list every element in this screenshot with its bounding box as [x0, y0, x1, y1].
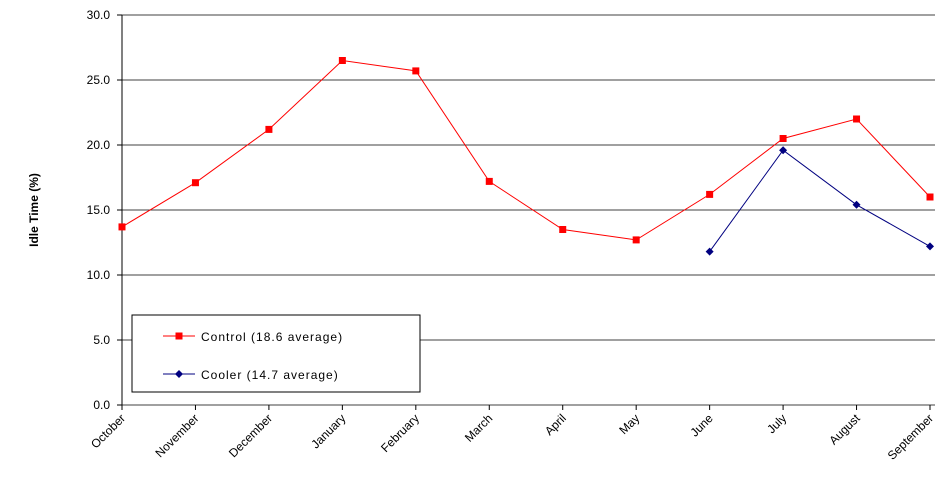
x-tick-label: January	[308, 411, 348, 451]
legend-box	[131, 314, 421, 393]
x-tick-label: February	[378, 411, 422, 455]
x-tick-label: March	[462, 411, 495, 444]
marker	[632, 236, 640, 244]
marker	[191, 179, 199, 187]
x-tick-label: September	[885, 411, 935, 462]
y-tick-label: 5.0	[93, 333, 110, 347]
x-tick-label: June	[687, 411, 716, 440]
legend-marker	[175, 332, 183, 340]
y-tick-label: 10.0	[87, 268, 111, 282]
marker	[779, 146, 788, 155]
marker	[412, 67, 420, 75]
marker	[853, 115, 861, 123]
y-tick-label: 20.0	[87, 138, 111, 152]
y-axis-label: Idle Time (%)	[27, 173, 41, 247]
marker	[926, 242, 934, 251]
x-tick-label: April	[542, 411, 569, 438]
x-tick-label: October	[88, 411, 128, 451]
x-tick-label: December	[226, 411, 275, 460]
y-tick-label: 25.0	[87, 73, 111, 87]
marker	[559, 226, 567, 233]
marker	[118, 223, 126, 231]
y-tick-label: 0.0	[93, 398, 110, 412]
legend-label: Control (18.6 average)	[201, 330, 343, 344]
marker	[705, 247, 714, 256]
x-tick-label: August	[826, 411, 863, 448]
legend-label: Cooler (14.7 average)	[201, 368, 339, 382]
x-tick-label: May	[616, 411, 642, 437]
marker	[485, 177, 493, 185]
marker	[852, 200, 861, 209]
series-line	[121, 59, 931, 241]
y-tick-label: 15.0	[87, 203, 111, 217]
series-line	[709, 149, 931, 252]
x-tick-label: November	[153, 411, 202, 460]
x-tick-label: July	[764, 411, 789, 436]
marker	[926, 193, 934, 201]
legend-marker	[175, 370, 183, 378]
marker	[779, 135, 787, 142]
y-tick-label: 30.0	[87, 8, 111, 22]
marker	[338, 57, 346, 64]
marker	[265, 125, 273, 133]
marker	[706, 190, 714, 198]
